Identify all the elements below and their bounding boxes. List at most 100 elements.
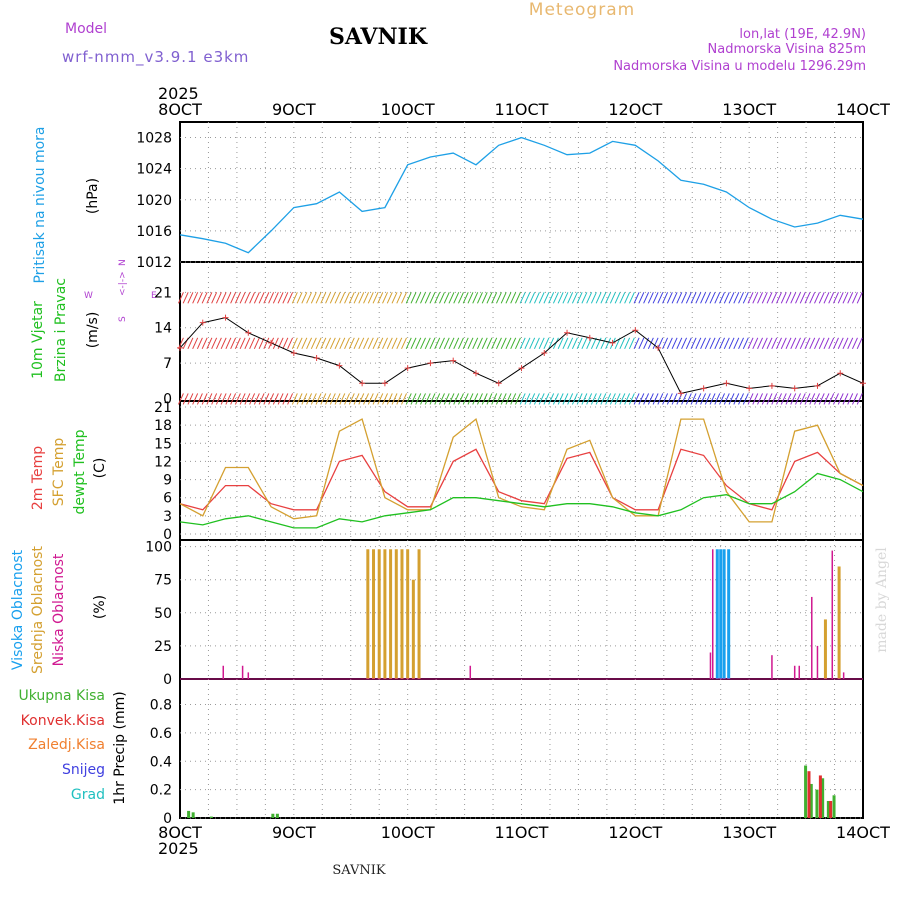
wind-barb — [272, 292, 279, 304]
temp-sfc-line — [179, 417, 864, 523]
wind-marker — [199, 319, 206, 326]
wind-barb — [795, 292, 801, 304]
cloud-bar — [411, 579, 415, 679]
cloud-bar — [831, 550, 834, 679]
wind-barb — [543, 292, 550, 304]
wind-barb — [348, 393, 355, 405]
wind-barb — [306, 393, 313, 405]
wind-barb — [652, 393, 659, 405]
wind-unit: (m/s) — [85, 312, 101, 349]
wind-barb — [458, 292, 464, 304]
wind-barb — [367, 337, 374, 350]
wind-barb — [481, 337, 488, 350]
wind-barb — [766, 393, 773, 405]
wind-barb — [624, 393, 631, 405]
wind-barb — [771, 337, 778, 350]
wind-barb — [814, 393, 820, 405]
pressure-unit: (hPa) — [85, 178, 101, 214]
wind-barb — [344, 292, 351, 304]
wind-barb — [282, 292, 289, 304]
wind-barb — [424, 337, 431, 350]
wind-barb — [780, 393, 787, 405]
wind-barb — [719, 393, 726, 405]
wind-barb — [505, 393, 512, 405]
wind-barb — [704, 337, 711, 350]
wind-barb — [548, 292, 555, 304]
wind-barb — [391, 292, 398, 304]
precip-bar — [804, 765, 808, 818]
wind-barb — [320, 337, 327, 350]
wind-barb — [657, 292, 664, 304]
y-tick-label: 14 — [154, 321, 172, 337]
wind-barb — [828, 292, 835, 304]
wind-barb — [358, 337, 365, 350]
product-title: Meteogram — [529, 0, 635, 20]
y-tick-label: 9 — [163, 473, 172, 489]
compass-n: N — [118, 259, 128, 266]
wind-barb — [605, 393, 612, 405]
cloud-bar — [823, 619, 827, 679]
precip-bar — [832, 795, 836, 818]
wind-barb — [481, 393, 488, 405]
cloud-bar — [709, 652, 712, 679]
wind-barb — [624, 337, 631, 350]
wind-barb — [714, 337, 721, 350]
wind-barb — [676, 337, 683, 350]
wind-barb — [372, 337, 379, 350]
wind-barb — [187, 337, 194, 350]
wind-barb — [462, 393, 469, 405]
wind-barb — [733, 393, 740, 405]
wind-barb — [249, 393, 256, 405]
wind-barb — [192, 337, 199, 350]
wind-barb — [804, 292, 811, 304]
wind-barb — [410, 393, 417, 405]
y-tick-label: 21 — [154, 285, 172, 301]
wind-barb — [728, 292, 735, 304]
cloud-bar — [469, 665, 472, 679]
wind-barb — [448, 337, 455, 350]
wind-barb — [529, 292, 536, 304]
wind-barb — [424, 393, 431, 405]
wind-barb — [462, 337, 469, 350]
wind-barb — [790, 337, 797, 350]
wind-barb — [757, 292, 763, 304]
wind-barb — [519, 393, 526, 405]
wind-barb — [477, 337, 483, 350]
wind-barb — [429, 337, 436, 350]
wind-barb — [301, 393, 308, 405]
wind-barb — [363, 292, 369, 304]
wind-barb — [533, 393, 540, 405]
wind-barb — [581, 337, 588, 350]
year-bottom: 2025 — [158, 839, 199, 858]
wind-barb — [833, 393, 839, 405]
wind-barb — [790, 393, 797, 405]
wind-barb — [386, 337, 393, 350]
wind-marker — [359, 380, 366, 387]
wind-barb — [757, 337, 763, 350]
wind-marker — [791, 385, 798, 392]
wind-barb — [524, 292, 531, 304]
y-tick-label: 7 — [163, 356, 172, 372]
y-tick-label: 21 — [154, 400, 172, 416]
wind-barb — [538, 292, 545, 304]
wind-barb — [296, 337, 303, 350]
wind-barb — [747, 292, 754, 304]
wind-barb — [325, 292, 332, 304]
wind-barb — [562, 337, 569, 350]
x-tick-top: 12OCT — [608, 100, 662, 119]
wind-barb — [453, 393, 460, 405]
wind-barb — [415, 393, 422, 405]
wind-barb — [491, 337, 498, 350]
wind-barb — [799, 393, 806, 405]
wind-barb — [315, 292, 322, 304]
wind-barb — [586, 393, 593, 405]
wind-barb — [662, 393, 669, 405]
wind-barb — [187, 393, 194, 405]
cloud-low-label: Niska Oblacnost — [51, 553, 67, 666]
wind-barb — [666, 393, 673, 405]
wind-barb — [747, 337, 754, 350]
wind-barb — [291, 337, 298, 350]
wind-barb — [723, 393, 730, 405]
wind-barb — [358, 393, 365, 405]
wind-barb — [728, 393, 735, 405]
